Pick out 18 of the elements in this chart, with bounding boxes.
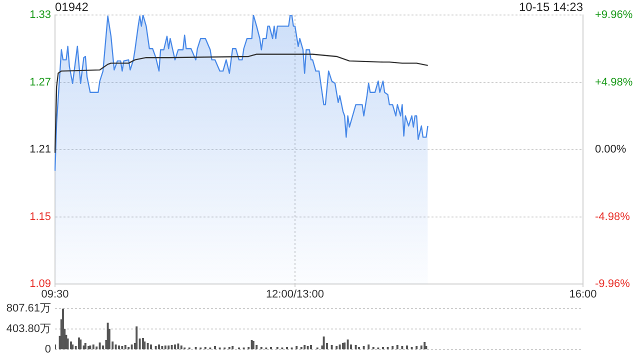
y-tick-label: 1.33 [30,9,51,22]
y-tick-label: 1.21 [30,144,51,156]
x-tick-label: 12:00/13:00 [266,288,324,301]
y-tick-label: 1.15 [30,210,51,223]
y2-tick-label: -4.98% [595,210,630,223]
y2-tick-label: 0.00% [595,144,626,156]
chart-title: 01942 [55,0,88,14]
y-tick-label: 1.27 [30,76,51,88]
y-tick-label: 1.09 [30,278,51,290]
text: 10-15 14:23 [518,0,583,14]
y-tick-label: 0 [44,343,51,356]
y2-tick-label: +4.98% [595,76,633,88]
x-tick-label: 09:30 [41,288,69,301]
y2-tick-label: -9.96% [595,278,630,290]
y-tick-label: 403.80万 [6,323,51,336]
x-tick-label: 16:00 [569,288,597,301]
y-tick-label: 807.61万 [6,302,51,315]
y2-tick-label: +9.96% [595,9,633,22]
